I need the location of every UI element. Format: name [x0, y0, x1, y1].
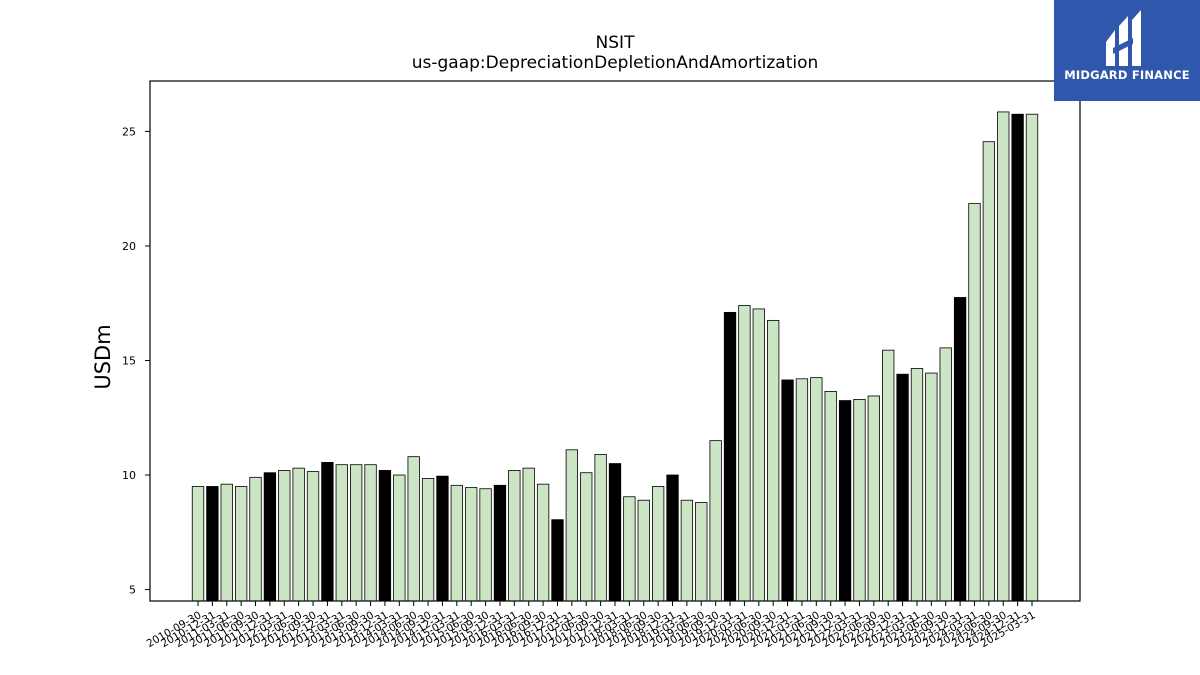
bar — [810, 377, 823, 602]
bar — [752, 308, 765, 602]
bar — [637, 499, 650, 602]
bar — [824, 390, 837, 602]
bar — [350, 464, 363, 602]
bar — [407, 456, 420, 602]
bar — [838, 400, 852, 602]
bar — [982, 141, 996, 602]
bar — [234, 486, 248, 602]
bar — [896, 373, 909, 602]
bar — [925, 372, 938, 602]
bar — [306, 471, 320, 602]
bar — [867, 395, 880, 602]
bar — [651, 486, 665, 602]
bar — [723, 311, 737, 602]
bar — [1011, 113, 1024, 602]
bar — [1025, 113, 1039, 602]
bar — [321, 462, 334, 602]
bar — [206, 486, 219, 602]
bar — [536, 483, 550, 602]
bar — [608, 463, 622, 602]
chart-subtitle: us-gaap:DepreciationDepletionAndAmortiza… — [411, 53, 819, 73]
bar — [522, 467, 535, 602]
bar — [953, 297, 967, 602]
bar — [997, 111, 1010, 602]
brand-logo: MIDGARD FINANCE — [1054, 0, 1200, 101]
bar — [709, 440, 722, 602]
bar — [493, 484, 507, 602]
bar — [292, 467, 305, 602]
bar — [594, 453, 607, 602]
y-tick-label: 15 — [122, 354, 136, 367]
bar — [465, 487, 478, 602]
brand-logo-text: MIDGARD FINANCE — [1064, 68, 1190, 82]
midgard-logo-icon — [1106, 10, 1141, 66]
bar — [421, 478, 435, 602]
bar — [249, 476, 262, 602]
bar — [939, 347, 952, 602]
bar — [278, 470, 291, 602]
bar — [623, 496, 636, 602]
bar — [680, 499, 694, 602]
bar — [968, 203, 981, 602]
bar — [191, 486, 205, 602]
bar — [551, 519, 564, 602]
bar — [781, 379, 794, 602]
bar — [263, 472, 277, 602]
chart-title: NSIT — [595, 33, 635, 53]
y-tick-label: 20 — [122, 240, 136, 253]
bar — [738, 305, 751, 602]
bar — [393, 474, 406, 602]
bar — [220, 483, 233, 602]
bar — [436, 475, 449, 602]
bar — [853, 399, 866, 602]
bar — [767, 319, 780, 602]
bar — [666, 474, 679, 602]
bar — [450, 484, 463, 602]
bar — [695, 502, 708, 602]
bar — [910, 368, 924, 602]
y-tick-label: 25 — [122, 125, 136, 138]
bar — [565, 449, 579, 602]
bar — [479, 488, 492, 602]
bar — [795, 378, 809, 602]
bar — [882, 349, 895, 602]
y-tick-label: 10 — [122, 469, 136, 482]
y-tick-label: 5 — [129, 584, 136, 597]
bar — [508, 470, 521, 602]
bar — [364, 464, 377, 602]
bar — [335, 464, 348, 602]
bar — [580, 472, 593, 602]
bar — [378, 470, 392, 602]
